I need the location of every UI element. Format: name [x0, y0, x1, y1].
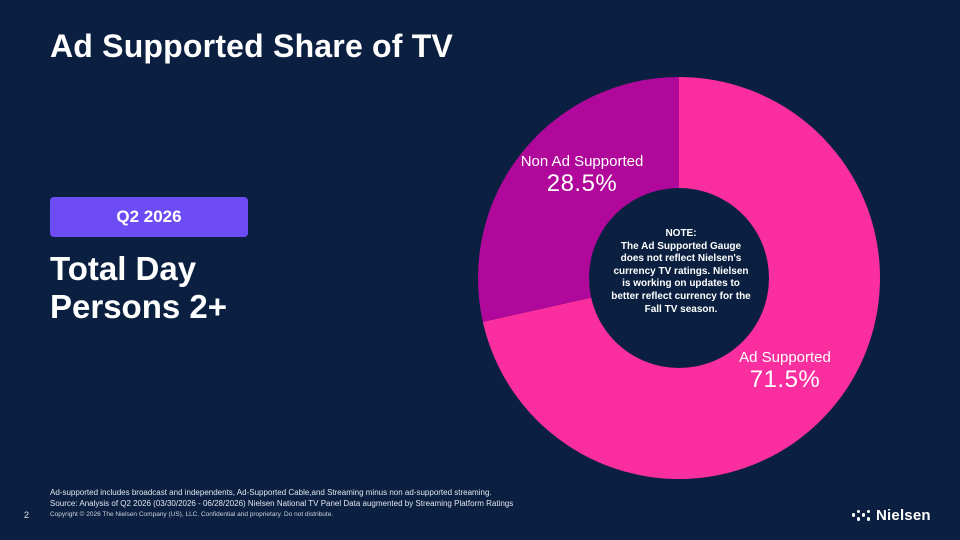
- slide-title: Ad Supported Share of TV: [50, 28, 454, 64]
- note-line: currency TV ratings. Nielsen: [613, 265, 749, 277]
- nielsen-logo-icon: [852, 508, 872, 522]
- note-line: Fall TV season.: [644, 303, 718, 315]
- segment-heading: Total Day Persons 2+: [50, 250, 227, 326]
- segment-line-daypart: Total Day: [50, 250, 197, 287]
- note-line: is working on updates to: [622, 278, 740, 290]
- slice-label-ad-supported: Ad Supported 71.5%: [705, 349, 865, 394]
- period-badge: Q2 2026: [50, 197, 248, 237]
- footnote: Ad-supported includes broadcast and inde…: [50, 488, 513, 509]
- slice-value-ad-supported: 71.5%: [749, 366, 821, 393]
- slice-name-ad-supported: Ad Supported: [739, 349, 831, 366]
- segment-line-demo: Persons 2+: [50, 288, 228, 325]
- note-line: better reflect currency for the: [611, 290, 751, 302]
- note-line: NOTE:: [665, 228, 697, 239]
- slice-label-non-ad-supported: Non Ad Supported 28.5%: [502, 153, 662, 198]
- footnote-definition: Ad-supported includes broadcast and inde…: [50, 488, 492, 497]
- note-line: does not reflect Nielsen's: [620, 253, 742, 265]
- note-line: The Ad Supported Gauge: [620, 240, 742, 252]
- brand-name: Nielsen: [876, 506, 931, 524]
- brand-logo: Nielsen: [852, 505, 931, 525]
- chart-note: NOTE: The Ad Supported Gauge does not re…: [600, 228, 762, 316]
- donut-hole: [589, 188, 769, 368]
- slice-value-non-ad-supported: 28.5%: [546, 170, 618, 197]
- period-label: Q2 2026: [116, 207, 182, 226]
- copyright-text: Copyright © 2026 The Nielsen Company (US…: [50, 511, 334, 518]
- footnote-source: Source: Analysis of Q2 2026 (03/30/2026 …: [50, 498, 514, 508]
- page-number: 2: [24, 510, 30, 520]
- slice-name-non-ad-supported: Non Ad Supported: [520, 153, 644, 170]
